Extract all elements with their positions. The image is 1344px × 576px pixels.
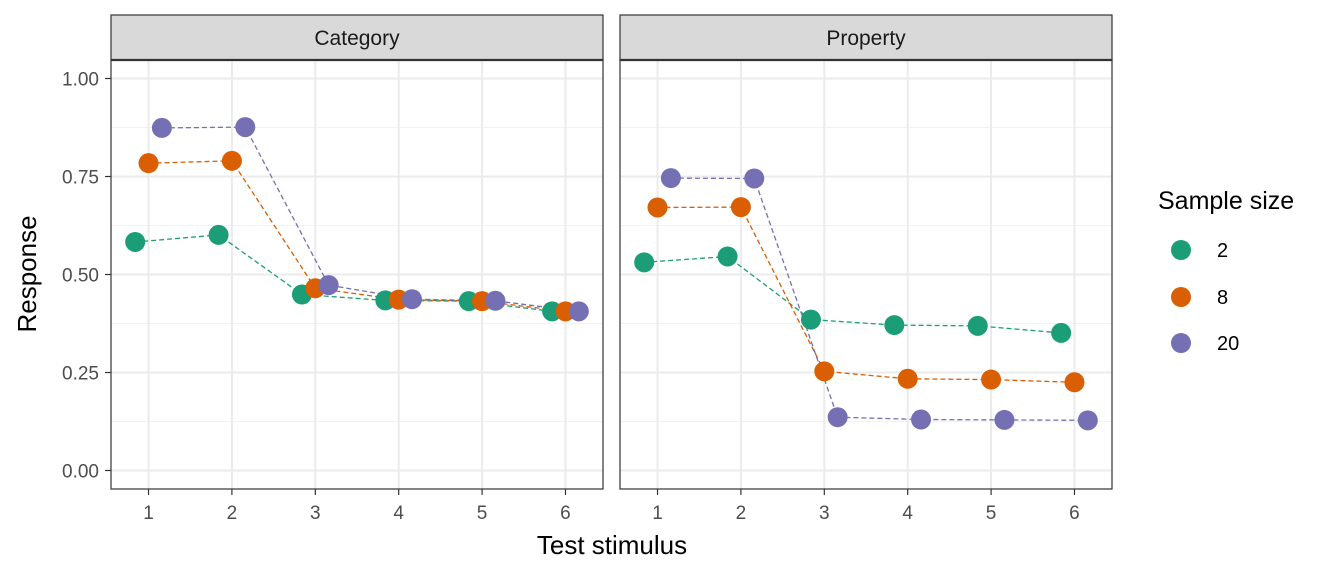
facet-strip — [110, 14, 604, 61]
panel-category: Category — [110, 14, 604, 490]
x-tick-label: 1 — [652, 503, 663, 524]
panels: Category Property — [110, 14, 1113, 490]
point-property-n8-x3 — [814, 361, 835, 382]
y-tick-label: 0.00 — [62, 462, 99, 483]
point-property-n8-x6 — [1064, 372, 1085, 393]
panel-property: Property — [619, 14, 1113, 490]
point-category-n8-x1 — [138, 153, 159, 174]
y-axis-title: Response — [12, 215, 42, 332]
y-tick-label: 1.00 — [62, 70, 99, 91]
x-tick-label: 3 — [819, 503, 830, 524]
point-property-n20-x2 — [744, 168, 765, 189]
point-property-n20-x3 — [827, 407, 848, 428]
legend-key-2 — [1171, 240, 1191, 260]
series-line-2 — [135, 234, 553, 312]
x-tick-label: 6 — [560, 503, 571, 524]
x-tick-label: 1 — [143, 503, 154, 524]
facet-strip-label: Category — [314, 27, 400, 50]
point-property-n8-x4 — [897, 368, 918, 389]
point-category-n20-x1 — [151, 117, 172, 138]
x-tick-label: 2 — [736, 503, 747, 524]
point-property-n20-x6 — [1077, 410, 1098, 431]
x-axes: 1 2 3 4 5 6 1 2 3 4 5 6 — [143, 489, 1080, 524]
point-property-n2-x2 — [717, 246, 738, 267]
point-property-n8-x5 — [981, 369, 1002, 390]
series-line-20 — [670, 177, 1088, 421]
x-tick-label: 5 — [477, 503, 488, 524]
x-tick-label: 5 — [986, 503, 997, 524]
x-tick-label: 3 — [310, 503, 321, 524]
point-category-n2-x1 — [125, 231, 146, 252]
x-tick-label: 6 — [1069, 503, 1080, 524]
point-category-n8-x2 — [221, 150, 242, 171]
legend-label-8: 8 — [1217, 287, 1228, 309]
point-property-n2-x4 — [884, 315, 905, 336]
y-axis: 0.00 0.25 0.50 0.75 1.00 — [62, 70, 111, 483]
facet-strip-label: Property — [826, 27, 906, 50]
legend-title: Sample size — [1158, 187, 1294, 215]
series-line-20 — [161, 126, 579, 312]
point-category-n20-x5 — [485, 290, 506, 311]
point-property-n2-x6 — [1051, 322, 1072, 343]
legend-label-20: 20 — [1217, 333, 1239, 355]
x-tick-label: 4 — [902, 503, 913, 524]
y-tick-label: 0.25 — [62, 364, 99, 385]
point-property-n2-x5 — [967, 315, 988, 336]
x-tick-label: 4 — [393, 503, 404, 524]
legend-key-20 — [1171, 333, 1191, 353]
point-property-n8-x2 — [730, 197, 751, 218]
point-category-n20-x4 — [402, 289, 423, 310]
point-property-n20-x1 — [660, 168, 681, 189]
point-property-n20-x5 — [994, 409, 1015, 430]
point-category-n20-x3 — [318, 275, 339, 296]
x-axis-title: Test stimulus — [537, 530, 687, 560]
y-tick-label: 0.50 — [62, 266, 99, 287]
point-category-n2-x2 — [208, 224, 229, 245]
point-property-n2-x1 — [634, 252, 655, 273]
series-line-8 — [657, 206, 1075, 383]
point-property-n2-x3 — [800, 309, 821, 330]
point-property-n20-x4 — [911, 409, 932, 430]
legend-label-2: 2 — [1217, 240, 1228, 262]
y-tick-label: 0.75 — [62, 168, 99, 189]
x-tick-label: 2 — [227, 503, 238, 524]
point-property-n8-x1 — [647, 197, 668, 218]
legend-key-8 — [1171, 287, 1191, 307]
legend: Sample size 2 8 20 — [1158, 187, 1294, 355]
series-line-2 — [644, 255, 1062, 334]
point-category-n20-x2 — [235, 117, 256, 138]
point-category-n20-x6 — [568, 301, 589, 322]
